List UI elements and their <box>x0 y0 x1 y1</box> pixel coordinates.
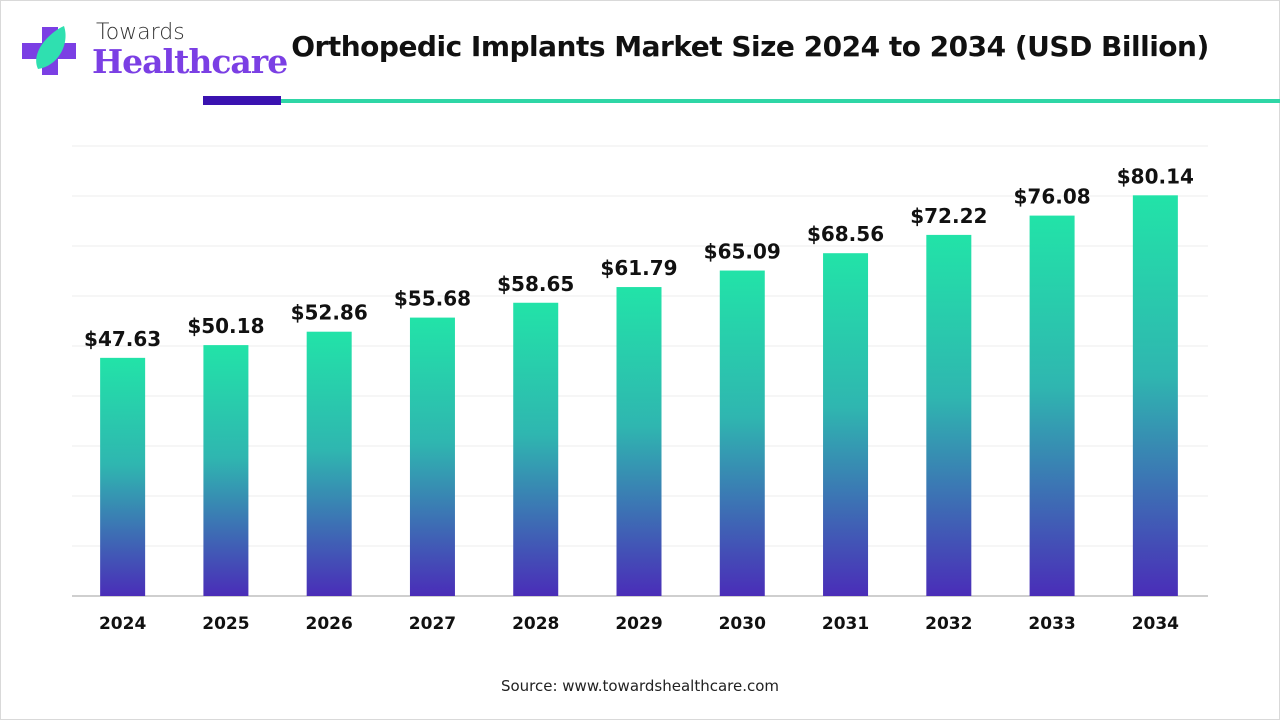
source-note: Source: www.towardshealthcare.com <box>500 677 780 695</box>
data-label: $55.68 <box>394 287 471 311</box>
brand-line1: Towards <box>96 20 185 45</box>
brand-logo: Towards Healthcare <box>20 20 288 82</box>
data-label: $50.18 <box>187 314 264 338</box>
bar-2028 <box>513 302 559 596</box>
data-label: $80.14 <box>1117 164 1194 188</box>
x-tick-label: 2028 <box>512 614 559 634</box>
bar-2031 <box>823 253 869 596</box>
x-tick-label: 2034 <box>1132 614 1179 634</box>
bar-2034 <box>1132 195 1178 597</box>
x-tick-label: 2026 <box>306 614 353 634</box>
data-label: $47.63 <box>84 327 161 351</box>
bar-2033 <box>1029 215 1075 596</box>
data-label: $72.22 <box>910 204 987 228</box>
x-tick-label: 2025 <box>202 614 249 634</box>
x-tick-label: 2029 <box>615 614 662 634</box>
chart-title: Orthopedic Implants Market Size 2024 to … <box>291 30 1209 63</box>
bar-2032 <box>926 234 972 596</box>
bar-2024 <box>100 357 146 596</box>
brand-line2: Healthcare <box>92 42 288 81</box>
bar-2026 <box>306 331 352 596</box>
bar-2030 <box>719 270 765 596</box>
x-tick-label: 2031 <box>822 614 869 634</box>
x-tick-label: 2030 <box>719 614 766 634</box>
accent-bar-teal <box>281 99 1280 103</box>
x-tick-label: 2032 <box>925 614 972 634</box>
data-label: $68.56 <box>807 222 884 246</box>
data-label: $52.86 <box>291 301 368 325</box>
data-label: $61.79 <box>600 256 677 280</box>
bar-2029 <box>616 287 662 596</box>
accent-bar-dark <box>203 96 281 105</box>
data-label: $58.65 <box>497 272 574 296</box>
medical-cross-leaf-icon <box>22 26 76 75</box>
x-tick-label: 2024 <box>99 614 146 634</box>
bar-2027 <box>409 317 455 596</box>
data-label: $65.09 <box>704 240 781 264</box>
x-tick-label: 2027 <box>409 614 456 634</box>
x-tick-label: 2033 <box>1028 614 1075 634</box>
bar-2025 <box>203 345 249 596</box>
data-label: $76.08 <box>1013 185 1090 209</box>
